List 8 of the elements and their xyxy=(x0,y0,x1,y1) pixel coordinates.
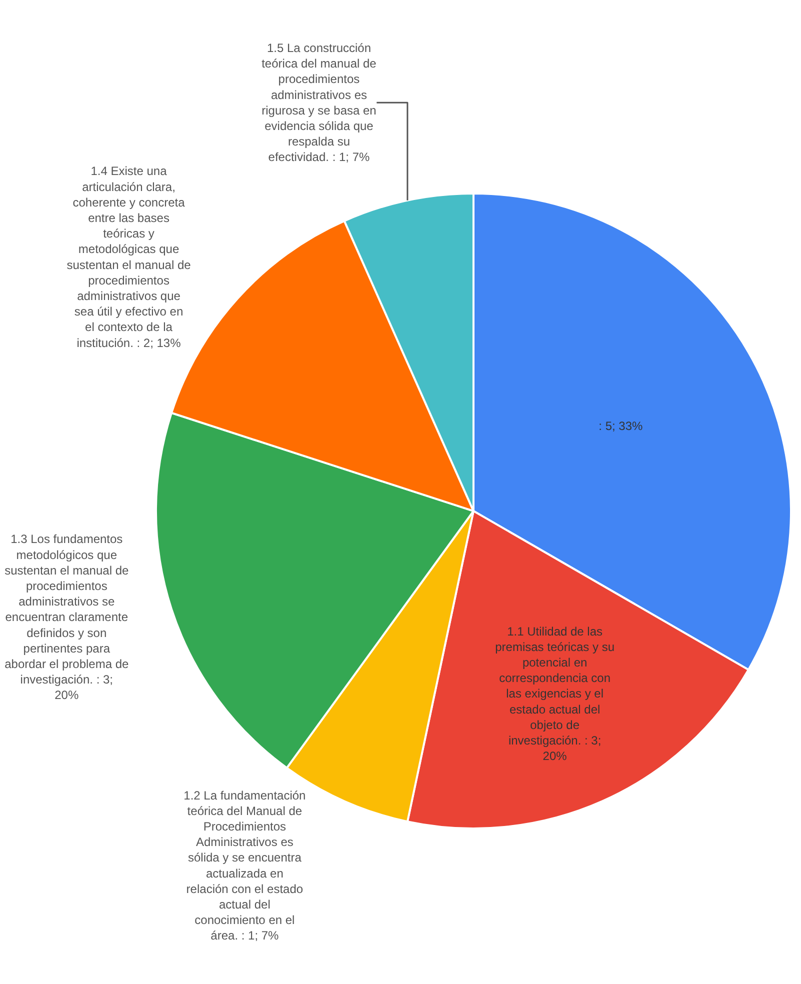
data-label: : 5; 33% xyxy=(598,418,644,433)
category-label: 1.4 Existe una articulación clara, coherente y concreta entre las bases teóricas y metodológicas que sustentan el manual de procedimientos administrativos que sea útil y efectivo en el contexto de la institución. : 2; 13% xyxy=(66,164,191,350)
category-label: 1.1 Utilidad de las premisas teóricas y su potencial en correspondencia con las exigencias y el estado actual del objeto de investigación. : 3; xyxy=(495,624,615,748)
text: 20% xyxy=(542,749,567,764)
slice-label: 1.5 La construcción teórica del manual de procedimientos administrativos es rigurosa y se basa en evidencia sólida que respalda su efectividad. : 1; 7% xyxy=(262,40,377,164)
text: 20% xyxy=(54,688,79,702)
category-label: 1.2 La fundamentación teórica del Manual de Procedimientos Administrativos es sólida y se encuentra actualizada en relación con el estado actual del conocimiento en el área. : 1; 7% xyxy=(184,788,306,943)
category-label: 1.3 Los fundamentos metodológicos que sustentan el manual de procedimientos administrativos se encuentran claramente definidos y son pertinentes para abordar el problema de investigación. : 3; xyxy=(4,532,129,687)
